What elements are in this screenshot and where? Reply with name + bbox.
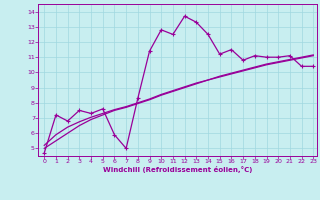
X-axis label: Windchill (Refroidissement éolien,°C): Windchill (Refroidissement éolien,°C) [103, 166, 252, 173]
